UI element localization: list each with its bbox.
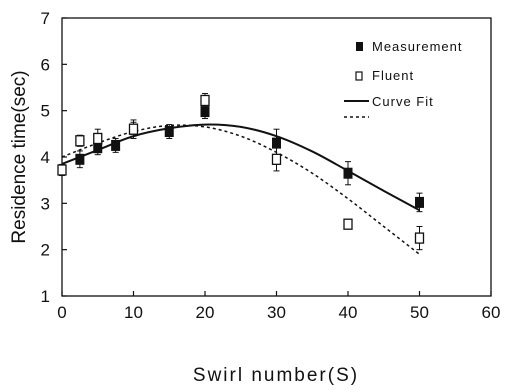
x-tick-label: 60 <box>482 303 501 322</box>
legend-curve-fit-label: Curve Fit <box>372 94 434 109</box>
y-tick-label: 2 <box>41 241 50 260</box>
x-axis-title: Swirl number(S) <box>193 365 359 386</box>
measurement-point <box>200 106 210 118</box>
legend-measurement-label: Measurement <box>372 39 462 54</box>
fluent-point <box>200 94 210 107</box>
legend-fluent-label: Fluent <box>372 68 414 83</box>
y-tick-label: 1 <box>41 287 50 306</box>
x-tick-label: 40 <box>339 303 358 322</box>
fluent-point <box>93 132 103 145</box>
data-points <box>57 93 425 251</box>
measurement-point <box>75 153 85 165</box>
measurement-point <box>343 167 353 179</box>
fluent-point <box>75 135 85 147</box>
x-tick-label: 20 <box>196 303 215 322</box>
measurement-point <box>164 126 174 138</box>
y-axis-title: Residence time(sec) <box>9 70 30 243</box>
fluent-point <box>57 164 67 176</box>
y-tick-label: 6 <box>41 55 50 74</box>
axis-ticks: 0 10 20 30 40 50 60 1 2 3 4 5 6 7 <box>41 9 501 322</box>
x-tick-label: 10 <box>124 303 143 322</box>
x-tick-label: 50 <box>410 303 429 322</box>
curve-layer <box>61 123 420 255</box>
legend: Measurement Fluent Curve Fit <box>344 39 462 118</box>
y-tick-label: 3 <box>41 194 50 213</box>
x-tick-label: 0 <box>57 303 66 322</box>
y-tick-label: 4 <box>41 148 50 167</box>
legend-measurement-marker <box>356 42 363 51</box>
measurement-point <box>111 139 121 151</box>
measurement-point <box>272 137 281 149</box>
legend-fluent-marker <box>355 71 363 81</box>
y-tick-label: 5 <box>41 102 50 121</box>
x-tick-label: 30 <box>267 303 286 322</box>
fluent-point <box>414 232 425 244</box>
fluent-point <box>271 153 282 165</box>
fluent-point <box>343 218 353 230</box>
measurement-point <box>415 196 424 208</box>
y-tick-label: 7 <box>41 9 50 28</box>
fluent-point <box>128 123 139 135</box>
curve-fit-solid-line <box>61 123 420 212</box>
